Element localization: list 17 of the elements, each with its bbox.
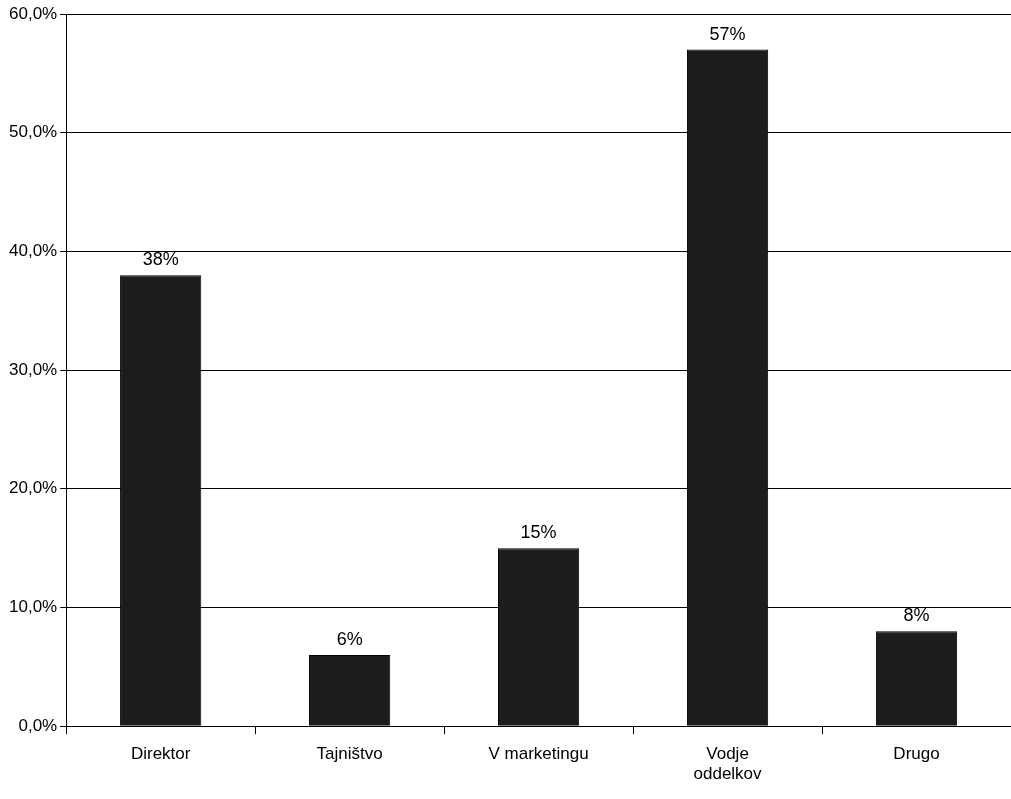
data-label: 38%: [142, 249, 179, 270]
data-label: 57%: [709, 23, 746, 44]
x-tick-label: Vodje oddelkov: [693, 744, 763, 784]
x-tick-label: Drugo: [893, 744, 940, 764]
x-tick-label: Direktor: [130, 744, 191, 764]
y-tick-label: 0,0%: [18, 715, 58, 735]
y-tick-label: 60,0%: [9, 3, 58, 23]
y-tick-label: 40,0%: [9, 241, 58, 261]
data-label: 8%: [903, 605, 930, 626]
y-tick-label: 20,0%: [9, 478, 58, 498]
x-tick-label: V marketingu: [488, 744, 589, 764]
x-tick-label: Tajništvo: [316, 744, 383, 764]
y-tick-label: 50,0%: [9, 122, 58, 142]
data-label: 6%: [336, 628, 363, 649]
data-label: 15%: [520, 522, 557, 543]
y-tick-label: 30,0%: [9, 359, 58, 379]
y-tick-label: 10,0%: [9, 597, 58, 617]
